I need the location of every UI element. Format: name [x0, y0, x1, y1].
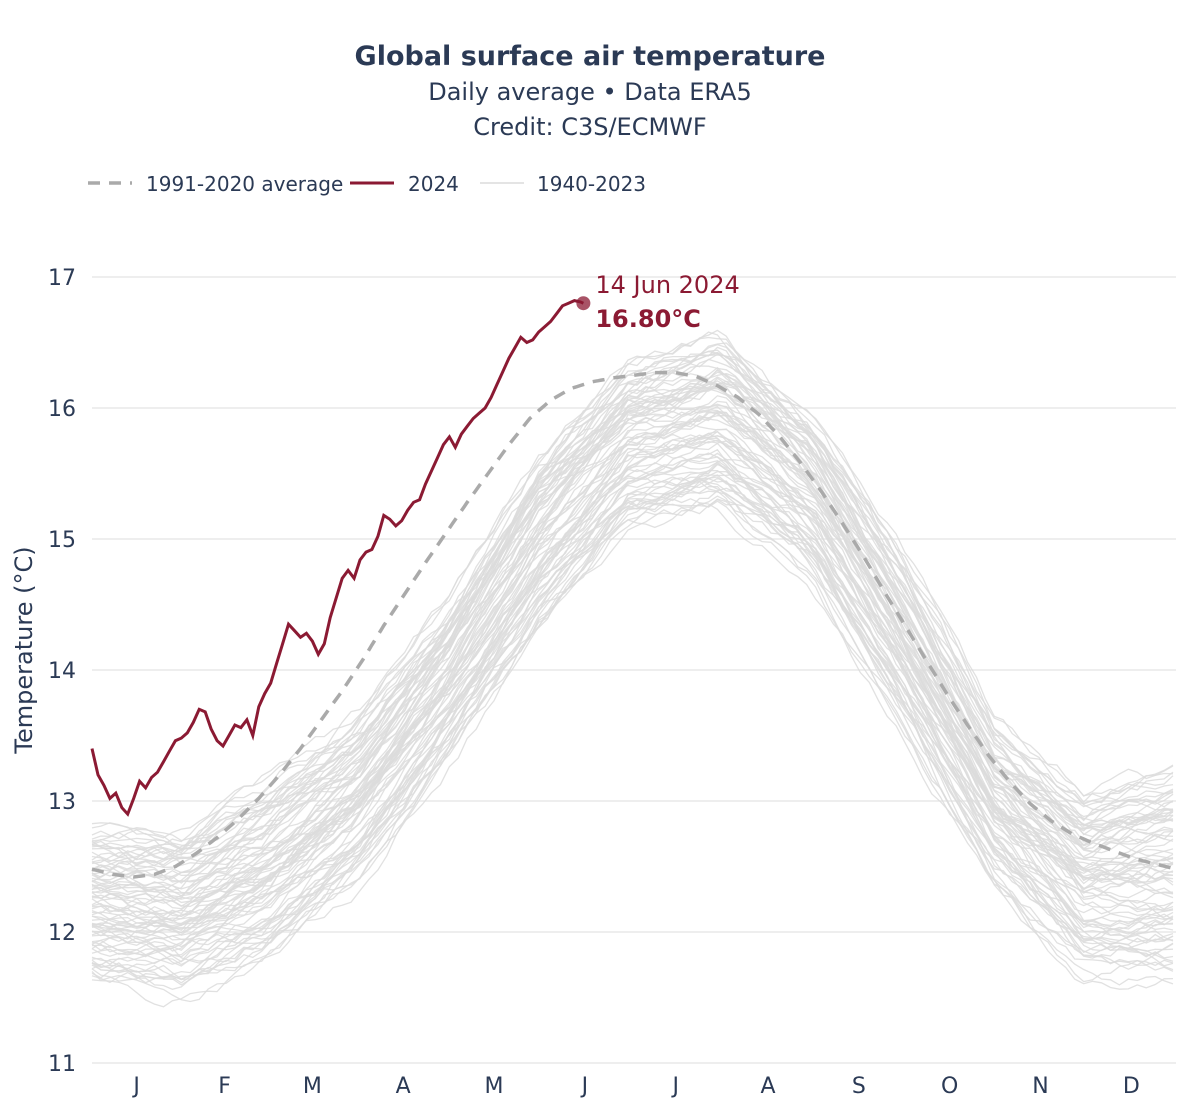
annotation: 14 Jun 2024 16.80°C [576, 271, 740, 333]
history-line-1988 [91, 404, 1174, 915]
history-line-1983 [91, 411, 1174, 922]
history-line-2003 [91, 368, 1174, 882]
x-tick-label-5: M [485, 1074, 504, 1099]
y-tick-label-13: 13 [48, 790, 76, 815]
chart-subtitle-1: Daily average • Data ERA5 [428, 78, 752, 106]
x-tick-label-6: J [580, 1074, 589, 1099]
x-tick-label-2: F [218, 1074, 231, 1099]
history-line-1964 [91, 448, 1174, 956]
annotation-value: 16.80°C [595, 305, 701, 333]
history-line-1944 [91, 495, 1174, 990]
x-tick-label-9: S [852, 1074, 866, 1099]
y-tick-label-11: 11 [48, 1052, 76, 1077]
history-line-2016 [91, 358, 1174, 871]
history-line-1981 [91, 405, 1174, 930]
x-tick-label-11: N [1032, 1074, 1048, 1099]
history-line-1943 [91, 498, 1174, 970]
legend: 1991-2020 average 2024 1940-2023 [88, 172, 646, 196]
y-axis-ticks: 11 12 13 14 15 16 17 [48, 266, 76, 1077]
history-line-2007 [91, 380, 1174, 861]
legend-label-history[interactable]: 1940-2023 [537, 172, 646, 196]
average-series [91, 370, 1177, 879]
y-tick-label-14: 14 [48, 659, 76, 684]
y-tick-label-15: 15 [48, 528, 76, 553]
history-line-1959 [91, 463, 1174, 958]
x-tick-label-7: J [670, 1074, 679, 1099]
history-line-1982 [91, 395, 1174, 900]
history-line-2023 [91, 331, 1174, 840]
line-2024 [90, 299, 584, 817]
y-tick-label-17: 17 [48, 266, 76, 291]
history-line-2002 [91, 380, 1174, 885]
history-line-1955 [91, 469, 1174, 951]
annotation-date: 14 Jun 2024 [595, 271, 739, 299]
history-line-2022 [91, 329, 1174, 860]
history-line-1947 [91, 498, 1174, 981]
chart-title: Global surface air temperature [355, 41, 826, 72]
current-year-series [90, 299, 584, 817]
legend-label-average[interactable]: 1991-2020 average [146, 172, 343, 196]
chart-subtitle-2: Credit: C3S/ECMWF [473, 113, 706, 141]
y-axis-title: Temperature (°C) [10, 546, 38, 754]
history-line-1993 [91, 385, 1174, 885]
history-line-1951 [91, 477, 1174, 980]
history-line-1942 [91, 500, 1174, 980]
y-tick-label-16: 16 [48, 397, 76, 422]
x-tick-label-1: J [131, 1074, 140, 1099]
x-tick-label-8: A [760, 1074, 775, 1099]
y-tick-label-12: 12 [48, 921, 76, 946]
x-tick-label-10: O [941, 1074, 958, 1099]
history-line-1976 [91, 440, 1174, 917]
x-tick-label-12: D [1123, 1074, 1140, 1099]
history-line-2009 [91, 346, 1174, 883]
history-line-1961 [91, 473, 1174, 933]
history-line-2008 [91, 365, 1174, 892]
history-line-1977 [91, 410, 1174, 929]
history-line-1987 [91, 382, 1174, 904]
history-line-2004 [91, 383, 1174, 872]
x-tick-label-4: A [396, 1074, 411, 1099]
history-line-1941 [91, 480, 1174, 1003]
historical-series [91, 329, 1174, 1008]
x-tick-label-3: M [303, 1074, 322, 1099]
average-line [91, 370, 1177, 879]
legend-label-2024[interactable]: 2024 [408, 172, 459, 196]
annotation-marker[interactable] [576, 296, 591, 311]
history-line-1963 [91, 452, 1174, 965]
